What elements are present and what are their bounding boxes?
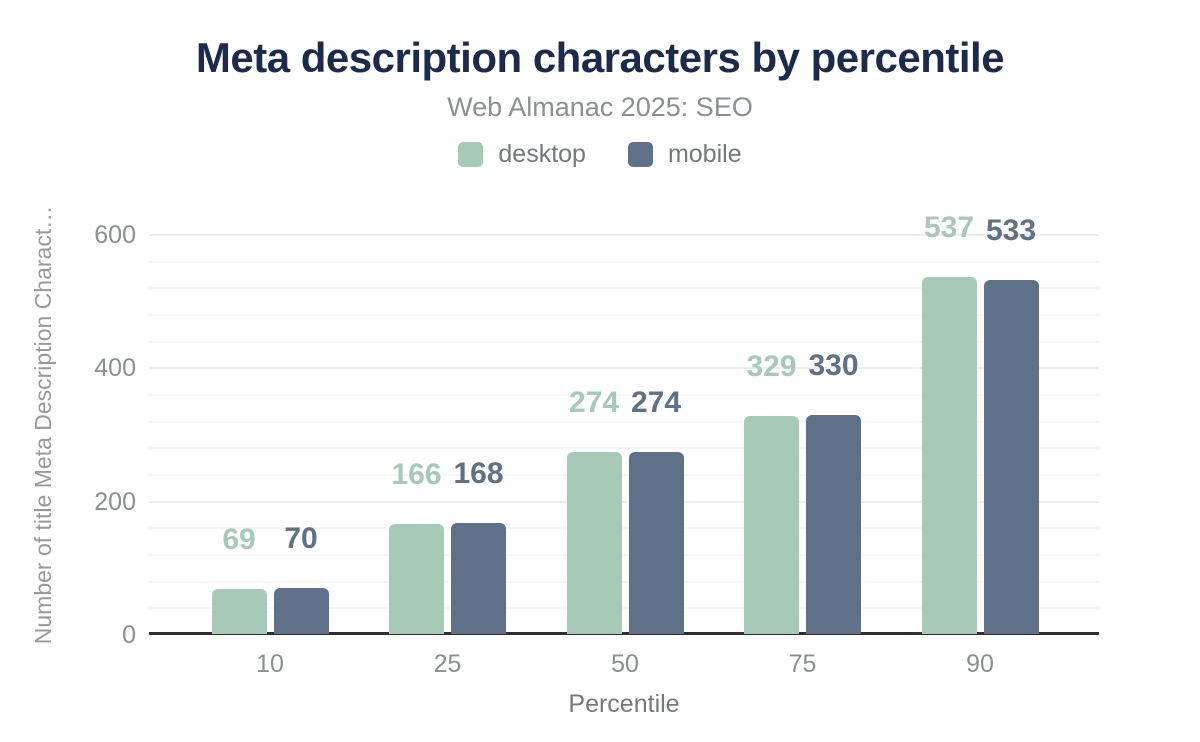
minor-gridline [149, 260, 1099, 263]
y-axis-title: Number of title Meta Description Charact… [30, 205, 56, 645]
desktop-bar-p50 [566, 452, 622, 634]
minor-gridline [149, 554, 1099, 556]
y-tick-label: 600 [94, 221, 136, 249]
mobile-bar-p10 [273, 588, 329, 634]
x-tick-label-90: 90 [966, 650, 994, 678]
minor-gridline [149, 447, 1099, 450]
x-tick-label-50: 50 [611, 650, 639, 678]
y-tick-label: 200 [94, 487, 136, 516]
minor-gridline [149, 607, 1099, 610]
minor-gridline [149, 420, 1099, 423]
x-tick-label-25: 25 [433, 650, 462, 678]
x-tick-label-10: 10 [256, 650, 284, 678]
minor-gridline [149, 340, 1099, 343]
y-tick-label: 400 [94, 354, 136, 383]
mobile-value-label-p75: 330 [808, 349, 859, 382]
legend-swatch-desktop [458, 142, 484, 167]
legend-item-mobile: mobile [627, 140, 742, 169]
legend-label: mobile [667, 140, 742, 168]
minor-gridline [149, 580, 1099, 583]
desktop-bar-p10 [211, 589, 267, 634]
x-axis-title: Percentile [568, 690, 680, 718]
plot-area: 69 70 166 168 274 274 329 330 537 533 [149, 195, 1099, 636]
mobile-value-label-p25: 168 [453, 457, 504, 490]
mobile-bar-p75 [806, 415, 861, 634]
desktop-bar-p75 [744, 415, 799, 634]
minor-gridline [149, 474, 1099, 476]
mobile-bar-p50 [628, 452, 684, 634]
y-tick-label: 0 [122, 621, 136, 649]
chart-legend: desktop mobile [0, 140, 1200, 169]
x-axis-line [149, 632, 1099, 635]
mobile-value-label-p50: 274 [630, 386, 682, 420]
minor-gridline [149, 314, 1099, 316]
major-gridline [149, 500, 1099, 503]
minor-gridline [149, 527, 1099, 530]
legend-item-desktop: desktop [458, 140, 586, 169]
chart-subtitle: Web Almanac 2025: SEO [447, 92, 753, 122]
x-tick-label-75: 75 [788, 650, 817, 678]
mobile-value-label-p10: 70 [284, 522, 318, 556]
major-gridline [149, 367, 1099, 370]
desktop-value-label-p25: 166 [391, 458, 442, 492]
minor-gridline [149, 394, 1099, 396]
desktop-bar-p25 [389, 524, 444, 634]
legend-swatch-mobile [627, 142, 653, 167]
legend-label: desktop [498, 140, 586, 168]
mobile-value-label-p90: 533 [985, 213, 1037, 247]
minor-gridline [149, 287, 1099, 290]
chart-title: Meta description characters by percentil… [195, 34, 1005, 81]
mobile-bar-p90 [983, 279, 1039, 634]
desktop-value-label-p10: 69 [222, 523, 256, 556]
desktop-value-label-p90: 537 [923, 211, 975, 244]
desktop-value-label-p75: 329 [746, 349, 797, 383]
desktop-bar-p90 [921, 277, 977, 634]
major-gridline [149, 234, 1099, 236]
desktop-value-label-p50: 274 [568, 386, 620, 420]
mobile-bar-p25 [451, 523, 506, 634]
